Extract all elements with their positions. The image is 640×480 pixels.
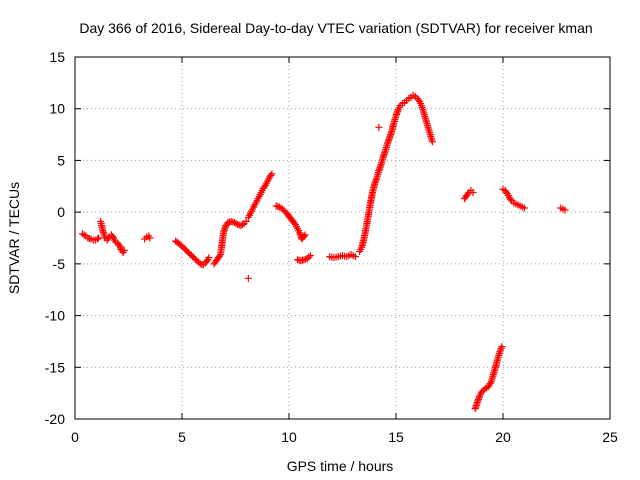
data-point (242, 217, 250, 225)
data-point (520, 204, 528, 212)
x-tick-label: 20 (495, 429, 511, 445)
data-point (496, 348, 504, 356)
outlier-point (375, 123, 383, 131)
data-point (497, 346, 505, 354)
data-point (464, 190, 472, 198)
y-tick-label: -10 (45, 308, 65, 324)
x-tick-label: 5 (178, 429, 186, 445)
data-points (78, 91, 569, 413)
chart-title: Day 366 of 2016, Sidereal Day-to-day VTE… (79, 20, 592, 36)
y-tick-label: -15 (45, 359, 65, 375)
y-tick-label: 5 (57, 152, 65, 168)
data-point (497, 344, 505, 352)
data-point (279, 205, 287, 213)
y-tick-label: -20 (45, 411, 65, 427)
data-point (305, 253, 313, 261)
data-point (80, 231, 88, 239)
x-tick-label: 10 (281, 429, 297, 445)
data-point (301, 231, 309, 239)
data-point (300, 232, 308, 240)
data-point (351, 253, 359, 261)
data-point (561, 206, 569, 214)
y-tick-label: 0 (57, 204, 65, 220)
data-point (95, 234, 103, 242)
data-point (267, 171, 275, 179)
data-point (414, 96, 422, 104)
data-point (238, 221, 246, 229)
x-axis-label: GPS time / hours (287, 458, 394, 474)
data-point (146, 234, 154, 242)
data-point (115, 241, 123, 249)
data-point (268, 170, 276, 178)
outlier-point (244, 274, 252, 282)
data-point (306, 252, 314, 260)
data-point (193, 257, 201, 265)
y-tick-label: 10 (49, 101, 65, 117)
data-point (502, 188, 510, 196)
data-point (93, 235, 101, 243)
data-point (120, 246, 128, 254)
data-point (478, 388, 486, 396)
data-point (260, 183, 268, 191)
x-tick-label: 25 (602, 429, 618, 445)
x-tick-label: 0 (71, 429, 79, 445)
data-point (469, 188, 477, 196)
y-tick-label: 15 (49, 49, 65, 65)
data-point (498, 343, 506, 351)
plot-frame (74, 56, 611, 420)
data-point (108, 232, 116, 240)
y-axis-label: SDTVAR / TECUs (6, 182, 22, 294)
y-tick-label: -5 (53, 256, 66, 272)
data-point (232, 220, 240, 228)
data-point (506, 195, 514, 203)
x-tick-label: 15 (388, 429, 404, 445)
data-point (205, 254, 213, 262)
data-point (428, 138, 436, 146)
data-point (203, 257, 211, 265)
tick-labels: -20 -15 -10 -5 0 5 10 15 0 5 10 15 20 25 (45, 49, 618, 445)
data-point (303, 255, 311, 263)
data-point (215, 252, 223, 260)
data-point (486, 379, 494, 387)
